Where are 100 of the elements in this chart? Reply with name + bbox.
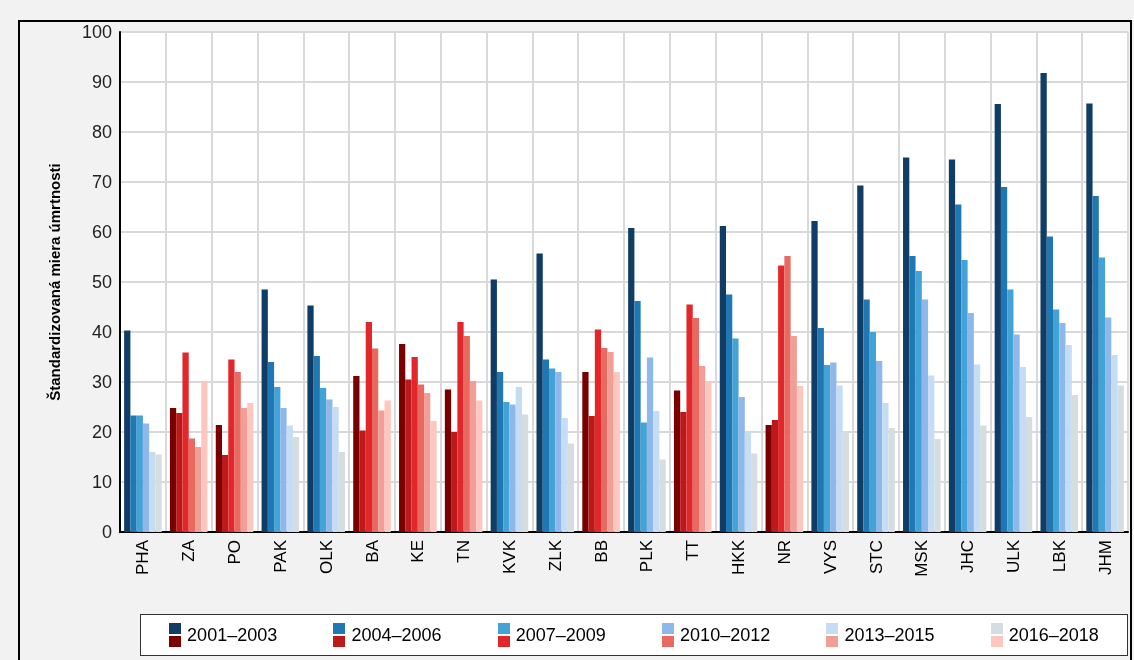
y-tick-label: 0 <box>101 522 112 542</box>
bar <box>771 420 779 532</box>
bar <box>594 329 602 532</box>
bar <box>640 422 647 532</box>
bar <box>542 359 550 532</box>
x-tick-label: HKK <box>729 539 749 575</box>
bar <box>201 381 208 532</box>
bar <box>384 400 391 532</box>
bar <box>903 157 910 532</box>
y-tick-label: 100 <box>81 22 112 42</box>
bar <box>744 432 752 532</box>
bar <box>469 381 477 532</box>
y-tick-label: 80 <box>91 122 112 142</box>
bar <box>719 226 727 532</box>
bar <box>332 407 339 532</box>
bar <box>994 104 1001 532</box>
bar <box>182 352 189 532</box>
bar <box>267 362 275 532</box>
bar <box>817 328 824 532</box>
bar <box>430 421 437 532</box>
bar <box>261 289 268 532</box>
bar <box>1098 257 1106 532</box>
bar <box>240 408 248 532</box>
bar <box>319 388 327 532</box>
bar <box>536 253 543 532</box>
bar <box>365 322 372 532</box>
x-tick-label: KE <box>408 540 428 563</box>
bar <box>399 344 406 532</box>
bar <box>490 279 497 532</box>
bar <box>705 381 712 532</box>
bar <box>726 294 733 532</box>
bar <box>353 376 360 532</box>
bar <box>1111 355 1118 532</box>
bar <box>921 299 929 532</box>
y-tick-label: 50 <box>91 272 112 292</box>
bar <box>503 402 510 532</box>
bar <box>313 356 320 532</box>
bar <box>509 404 516 532</box>
bar <box>607 352 614 532</box>
bar <box>1040 73 1047 532</box>
bar <box>234 372 241 532</box>
bar <box>444 389 452 532</box>
bar <box>628 228 635 532</box>
bar <box>955 204 962 532</box>
x-tick-label: PAK <box>270 539 290 573</box>
bar <box>359 430 366 532</box>
bar <box>698 366 706 532</box>
bar <box>124 330 131 532</box>
bar <box>765 425 772 532</box>
bar <box>928 375 935 532</box>
x-tick-label: STC <box>866 540 886 574</box>
bar <box>476 400 483 532</box>
bar <box>169 408 177 532</box>
bar <box>424 393 431 532</box>
bar <box>634 301 641 532</box>
bar <box>176 413 183 532</box>
x-tick-label: VYS <box>820 540 840 575</box>
bar <box>680 412 687 532</box>
y-tick-label: 30 <box>91 372 112 392</box>
bar <box>790 336 797 532</box>
bar <box>588 416 595 532</box>
x-tick-label: TT <box>683 540 703 561</box>
x-tick-label: ULK <box>1003 539 1023 574</box>
bar <box>811 221 818 532</box>
bar <box>653 411 660 532</box>
bar <box>1007 289 1014 532</box>
bar <box>1013 334 1020 532</box>
y-axis-title: Štandardizovaná miera úmrtnosti <box>46 163 63 401</box>
x-tick-label: PLK <box>637 539 657 573</box>
bar <box>372 348 379 532</box>
bar <box>130 415 137 532</box>
bar <box>973 364 981 532</box>
bar <box>549 368 556 532</box>
x-tick-label: PO <box>225 540 245 565</box>
x-tick-label: BB <box>591 540 611 563</box>
bar <box>830 362 837 532</box>
bar <box>194 447 202 532</box>
bar <box>411 357 418 532</box>
bar <box>857 185 864 532</box>
bar <box>948 159 956 532</box>
legend-label: 2010–2012 <box>680 624 771 646</box>
bar <box>188 438 195 532</box>
bar <box>796 386 804 532</box>
y-tick-label: 70 <box>91 172 112 192</box>
bar <box>1105 317 1112 532</box>
bar <box>692 318 699 532</box>
bar <box>673 390 681 532</box>
bar <box>882 403 889 532</box>
y-tick-label: 90 <box>91 72 112 92</box>
x-tick-label: TN <box>454 540 474 563</box>
x-tick-label: KVK <box>499 539 519 575</box>
bar <box>1086 103 1093 532</box>
bar <box>778 265 785 532</box>
bar <box>686 304 693 532</box>
bar <box>222 455 229 532</box>
x-tick-label: ZA <box>179 539 199 562</box>
bar <box>228 359 235 532</box>
bar <box>555 372 562 532</box>
bar <box>515 387 522 532</box>
bar <box>280 408 287 532</box>
